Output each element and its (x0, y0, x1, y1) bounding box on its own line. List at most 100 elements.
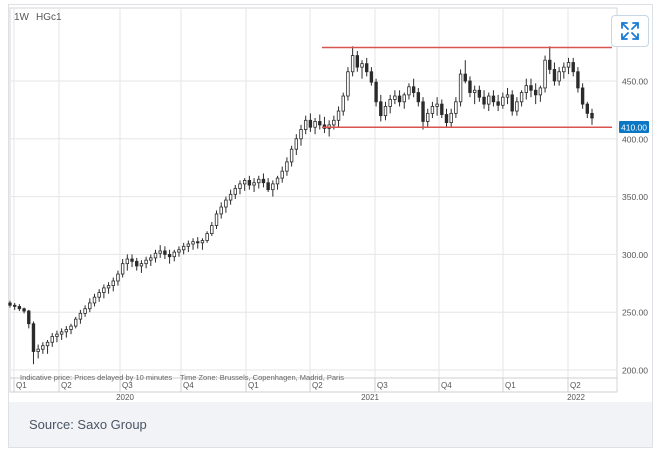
candle (191, 238, 195, 250)
candle-body-up (64, 329, 69, 333)
candle (533, 83, 538, 105)
candle (590, 108, 594, 125)
candle (233, 185, 237, 199)
candle (149, 254, 153, 266)
candle (111, 277, 115, 292)
candle (205, 231, 209, 243)
candle (402, 92, 406, 109)
candle-body-down (411, 86, 416, 93)
candle-body-up (228, 193, 233, 201)
candle (397, 90, 402, 107)
candle-body-down (369, 71, 374, 83)
candle-body-down (247, 180, 252, 186)
candle (529, 78, 533, 98)
candle (304, 115, 308, 135)
candle-body-down (27, 310, 31, 325)
candle (313, 117, 317, 135)
candle (247, 175, 252, 190)
candle-body-up (55, 333, 59, 337)
candle-body-up (153, 252, 158, 259)
candle (510, 90, 514, 116)
candle (196, 237, 200, 249)
candle-body-up (336, 110, 341, 121)
candle-body-up (88, 302, 92, 310)
candle (261, 173, 266, 188)
candle (289, 145, 294, 167)
candle (27, 309, 31, 329)
candle-body-up (566, 62, 571, 68)
candle (379, 94, 383, 122)
candle-body-up (426, 112, 430, 122)
candle (360, 60, 364, 79)
candle-body-up (304, 119, 308, 130)
candle (336, 106, 341, 128)
candle-body-down (22, 308, 26, 312)
candle-body-up (402, 94, 406, 103)
candle-body-up (524, 85, 528, 93)
grid (9, 7, 618, 393)
candle-body-up (50, 336, 54, 343)
timezone-note: Time Zone: Brussels, Copenhagen, Madrid,… (180, 373, 344, 382)
candle-body-up (299, 129, 303, 140)
candle (346, 67, 350, 101)
candle (407, 83, 411, 100)
candle (97, 289, 101, 302)
candle-body-up (519, 92, 524, 103)
candle (393, 90, 397, 105)
candle (280, 166, 284, 183)
candle-body-up (538, 87, 543, 96)
interval-label: 1W (14, 12, 30, 23)
candle-body-down (463, 73, 467, 82)
candle-body-down (548, 59, 552, 70)
candle (177, 246, 181, 257)
candle (139, 260, 144, 273)
candle (496, 94, 500, 112)
candle-body-up (116, 273, 120, 282)
candle (435, 97, 439, 116)
candle (543, 55, 547, 93)
candle (519, 90, 524, 107)
candle (88, 298, 92, 313)
candle-body-up (505, 94, 510, 98)
candle (491, 90, 496, 107)
candle (242, 178, 247, 191)
x-quarter-label: Q3 (377, 381, 388, 390)
delay-note: Indicative price: Prices delayed by 10 m… (20, 373, 172, 382)
candle-body-up (543, 59, 547, 89)
candle (416, 87, 421, 107)
candle-body-down (533, 89, 538, 96)
candle-body-up (341, 95, 345, 112)
x-year-label: 2022 (567, 393, 585, 402)
candle-body-up (111, 280, 115, 287)
candle (50, 333, 54, 347)
candle (477, 85, 482, 102)
candle (200, 238, 205, 250)
candle (501, 92, 505, 109)
candle (17, 304, 22, 312)
candle-body-down (585, 103, 589, 114)
candle-body-down (17, 306, 22, 310)
candle-body-up (501, 96, 505, 106)
candle (116, 270, 120, 286)
candle-body-up (224, 199, 228, 208)
candle (252, 178, 256, 192)
expand-button[interactable] (611, 15, 649, 47)
candle (271, 180, 275, 197)
candle (45, 339, 50, 354)
candle-body-up (294, 138, 298, 150)
candle-body-up (383, 106, 388, 117)
candle (74, 316, 78, 329)
candle-body-up (430, 106, 435, 114)
y-tick-label: 400.00 (622, 134, 648, 144)
candle (13, 302, 17, 310)
candle-body-up (97, 292, 101, 298)
x-quarter-label: Q4 (441, 381, 452, 390)
candle-body-up (280, 170, 284, 179)
candle-body-up (313, 121, 317, 128)
candle (275, 175, 280, 190)
candle (308, 113, 313, 132)
candle (318, 114, 322, 130)
candle-body-up (191, 241, 195, 245)
candle-body-up (210, 225, 214, 234)
candle-body-down (477, 89, 482, 98)
